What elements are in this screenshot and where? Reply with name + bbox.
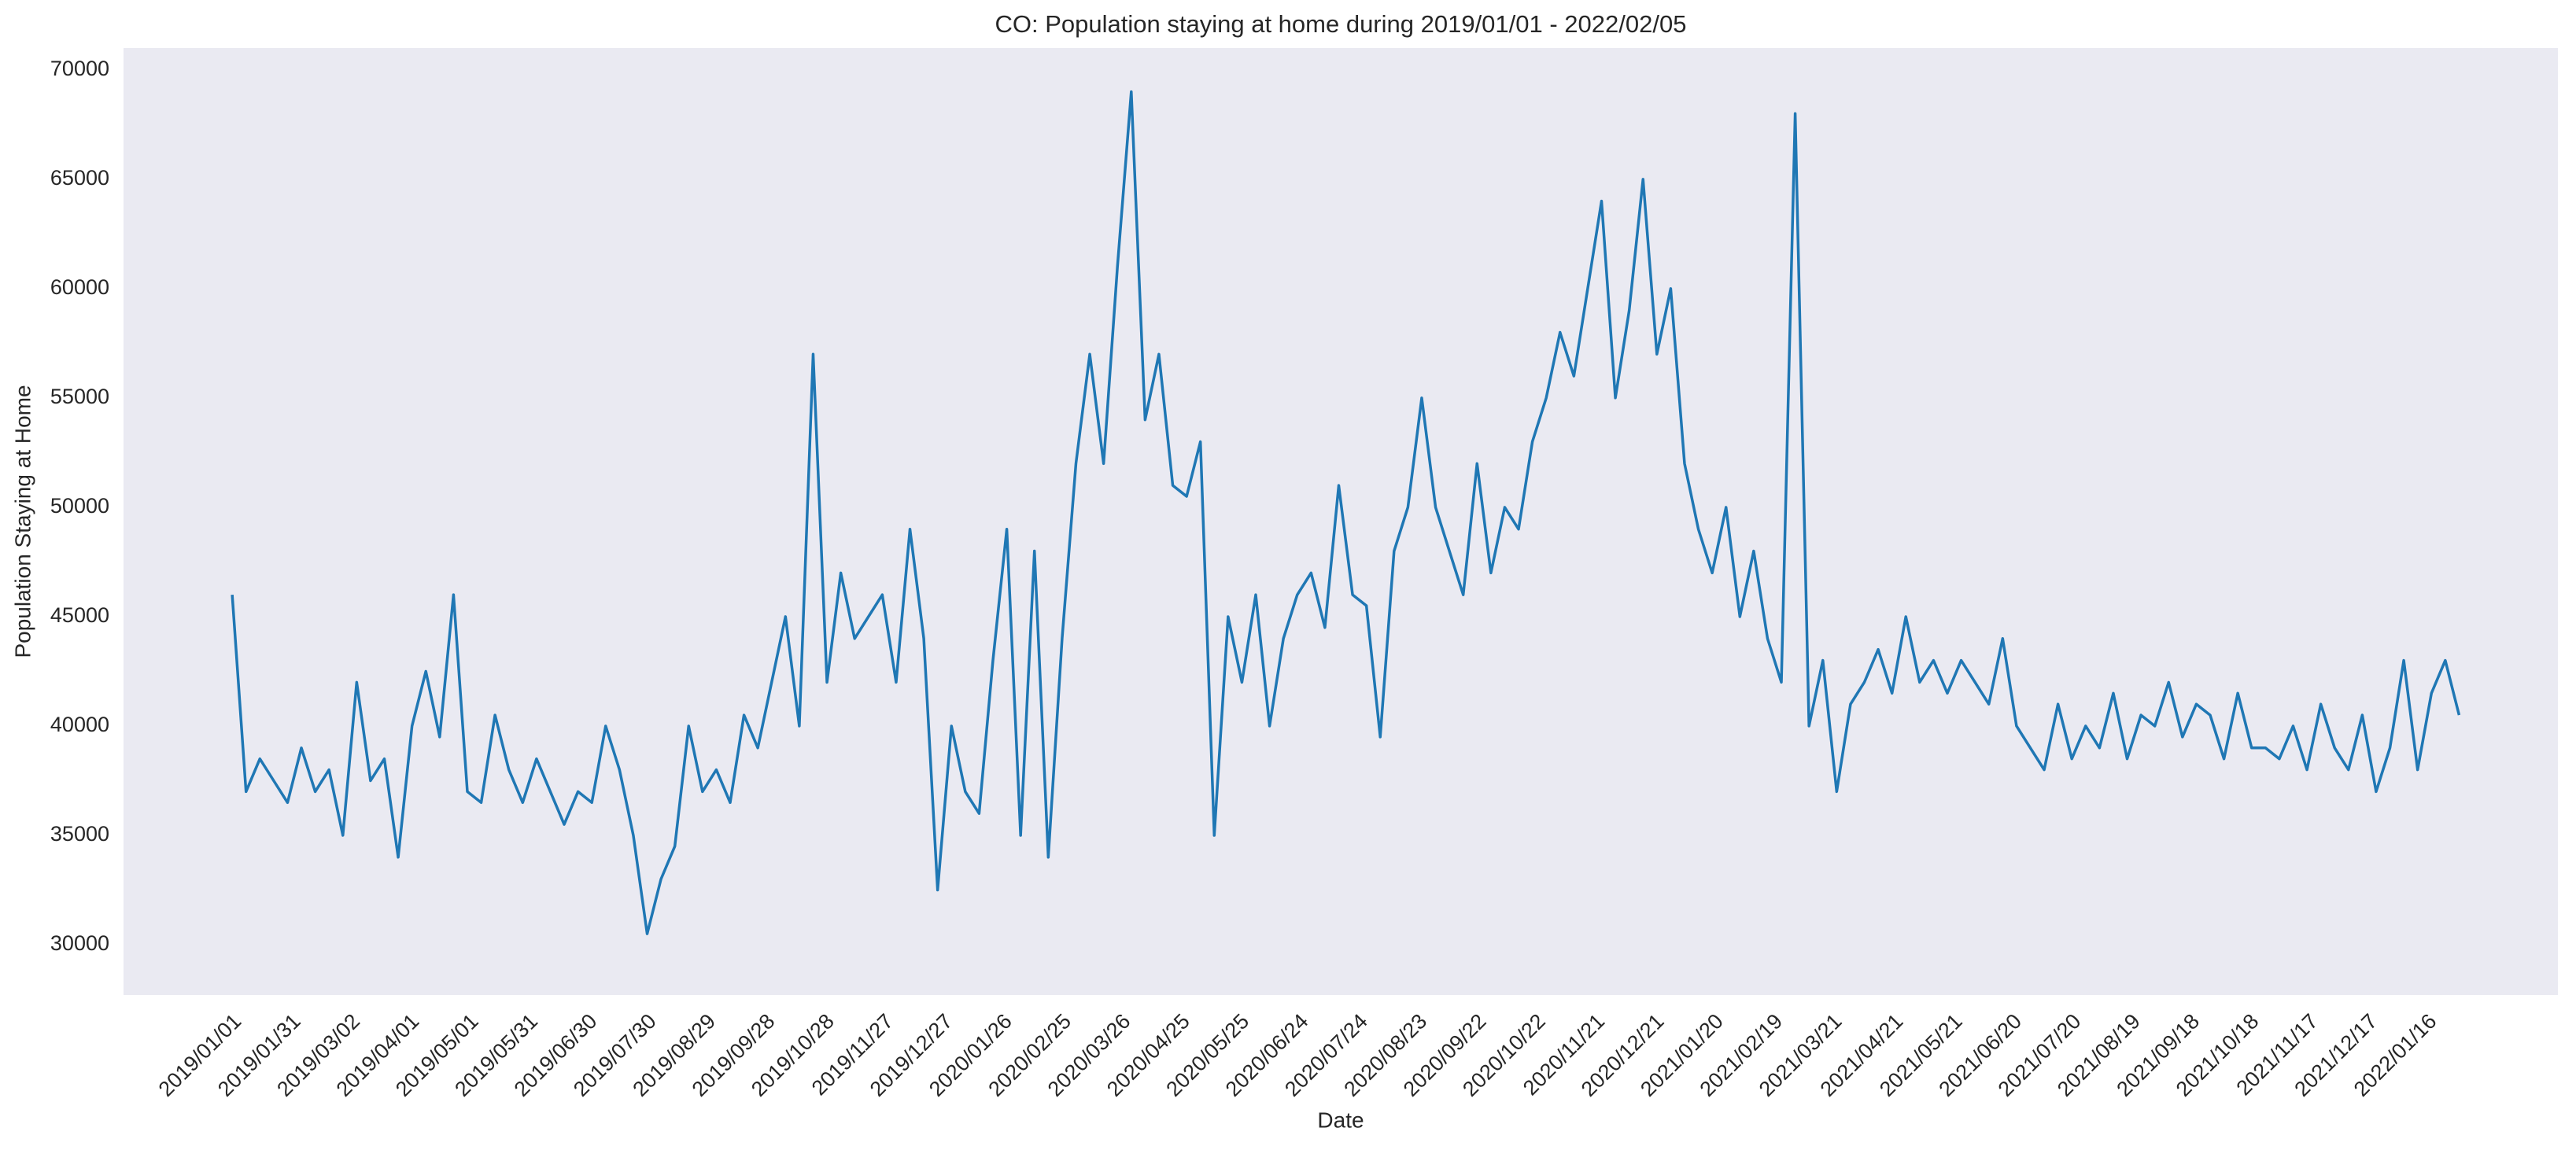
y-tick-label: 55000 xyxy=(50,385,109,408)
y-tick-label: 45000 xyxy=(50,603,109,627)
y-tick-label: 50000 xyxy=(50,494,109,518)
plot-area xyxy=(124,48,2558,995)
y-tick-label: 60000 xyxy=(50,275,109,299)
y-tick-label: 70000 xyxy=(50,57,109,80)
y-tick-label: 30000 xyxy=(50,931,109,955)
y-tick-label: 35000 xyxy=(50,822,109,846)
y-tick-label: 65000 xyxy=(50,166,109,190)
data-line xyxy=(231,90,2461,935)
y-tick-label: 40000 xyxy=(50,713,109,736)
x-axis-label: Date xyxy=(1317,1108,1364,1132)
chart-title: CO: Population staying at home during 20… xyxy=(995,10,1687,38)
y-axis-label: Population Staying at Home xyxy=(10,385,35,658)
